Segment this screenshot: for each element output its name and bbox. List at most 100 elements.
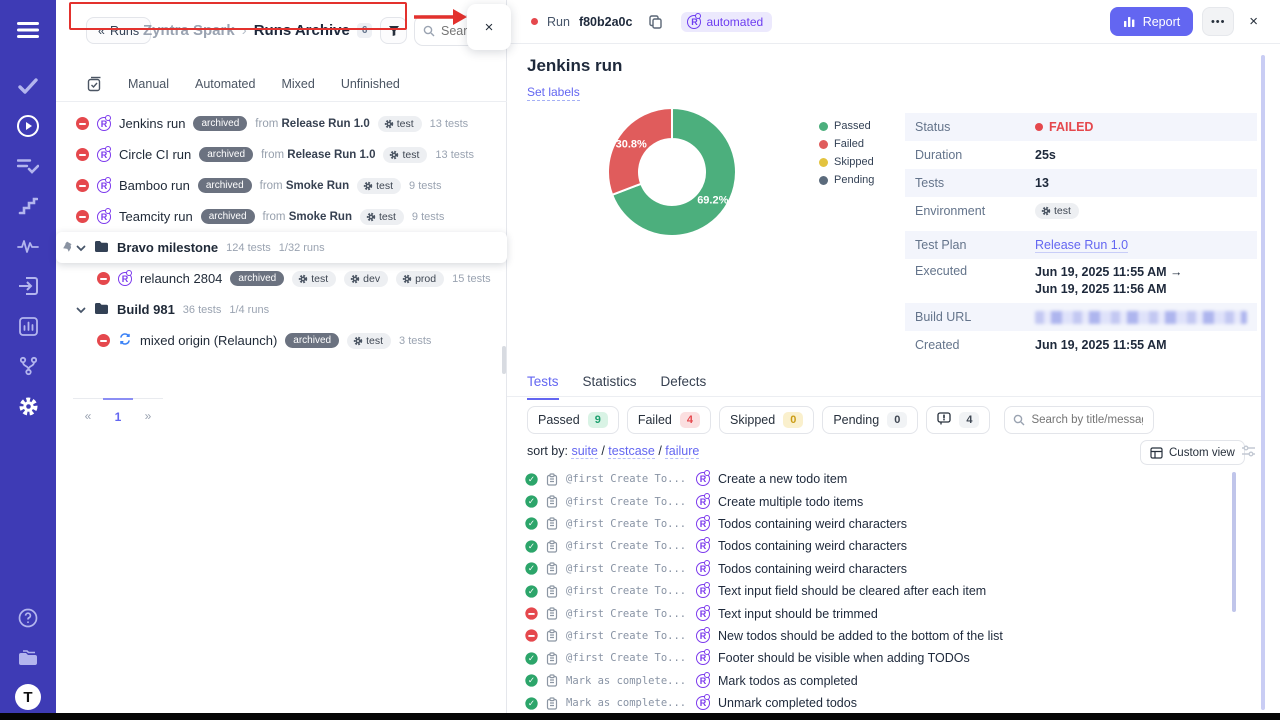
folders-icon[interactable] <box>14 644 42 672</box>
breadcrumb-project[interactable]: Zyntra Spark <box>143 22 235 39</box>
back-to-runs-button[interactable]: « Runs <box>86 17 151 44</box>
play-circle-icon[interactable] <box>14 112 42 140</box>
runs-tab-unfinished[interactable]: Unfinished <box>341 77 400 91</box>
automated-test-icon: R <box>696 584 710 598</box>
run-list-item[interactable]: RJenkins runarchivedfrom Release Run 1.0… <box>56 108 507 139</box>
filter-passed-button[interactable]: Passed9 <box>527 406 619 434</box>
test-list-item[interactable]: ✓Mark as complete...RUnmark completed to… <box>507 692 1247 714</box>
test-list-item[interactable]: ✓@first Create To...RText input field sh… <box>507 580 1247 602</box>
test-list-item[interactable]: ✓@first Create To...RCreate multiple tod… <box>507 490 1247 512</box>
filter-skipped-button[interactable]: Skipped0 <box>719 406 814 434</box>
view-settings-icon[interactable] <box>1241 444 1256 458</box>
sort-link-failure[interactable]: failure <box>665 444 699 459</box>
page-current[interactable]: 1 <box>103 398 133 424</box>
sort-link-suite[interactable]: suite <box>571 444 597 459</box>
user-avatar[interactable]: T <box>15 684 41 710</box>
test-list-item[interactable]: ✓@first Create To...RTodos containing we… <box>507 513 1247 535</box>
folder-list-item[interactable]: Bravo milestone124 tests1/32 runs <box>56 232 507 263</box>
run-list-item[interactable]: RTeamcity runarchivedfrom Smoke Runtest9… <box>56 201 507 232</box>
page-prev-button[interactable]: « <box>73 399 103 424</box>
results-donut-chart: 69.2%30.8% <box>592 92 752 252</box>
runs-list-scrollbar[interactable] <box>502 346 506 374</box>
chevron-down-icon[interactable] <box>76 302 86 317</box>
detail-panel-scrollbar[interactable] <box>1261 55 1265 710</box>
test-list-item[interactable]: ✓@first Create To...RFooter should be vi… <box>507 647 1247 669</box>
tabs-divider <box>56 101 507 102</box>
copy-run-id-button[interactable] <box>649 15 662 29</box>
page-next-button[interactable]: » <box>133 399 163 424</box>
filter-failed-button[interactable]: Failed4 <box>627 406 711 434</box>
close-search-button[interactable]: × <box>467 4 511 50</box>
custom-view-button[interactable]: Custom view <box>1140 440 1245 465</box>
set-labels-link[interactable]: Set labels <box>527 85 580 101</box>
filter-pending-button[interactable]: Pending0 <box>822 406 918 434</box>
close-detail-button[interactable]: × <box>1243 13 1264 30</box>
run-status-failed-icon <box>76 148 89 161</box>
test-title: Mark todos as completed <box>718 674 858 688</box>
run-status-failed-icon <box>76 117 89 130</box>
tests-search-input[interactable] <box>1031 414 1143 426</box>
chevron-down-icon[interactable] <box>76 240 86 255</box>
tests-search-box <box>1004 406 1154 434</box>
test-title: Todos containing weird characters <box>718 562 907 576</box>
test-list-item[interactable]: @first Create To...RText input should be… <box>507 602 1247 624</box>
test-list-item[interactable]: ✓@first Create To...RTodos containing we… <box>507 535 1247 557</box>
build-url-redacted[interactable] <box>1035 311 1247 324</box>
filter-comments-button[interactable]: 4 <box>926 406 990 434</box>
info-row-status: StatusFAILED <box>905 113 1257 141</box>
report-button[interactable]: Report <box>1110 7 1194 36</box>
test-passed-icon: ✓ <box>525 540 537 552</box>
select-all-icon[interactable] <box>86 76 102 92</box>
test-passed-icon: ✓ <box>525 563 537 575</box>
runs-tab-mixed[interactable]: Mixed <box>281 77 314 91</box>
tests-list: ✓@first Create To...RCreate a new todo i… <box>507 468 1247 714</box>
bar-chart-icon[interactable] <box>14 312 42 340</box>
run-list-item[interactable]: RBamboo runarchivedfrom Smoke Runtest9 t… <box>56 170 507 201</box>
test-list-item[interactable]: ✓Mark as complete...RMark todos as compl… <box>507 670 1247 692</box>
run-status-failed-icon <box>97 334 110 347</box>
import-icon[interactable] <box>14 272 42 300</box>
more-options-button[interactable]: ••• <box>1202 7 1234 36</box>
folder-tests-count: 124 tests <box>226 242 271 254</box>
automated-test-icon: R <box>696 651 710 665</box>
run-list-item[interactable]: mixed origin (Relaunch)archivedtest3 tes… <box>56 325 507 356</box>
info-row-build-url: Build URL <box>905 303 1257 331</box>
legend-color-dot <box>819 176 828 185</box>
run-list-item[interactable]: Rrelaunch 2804archivedtestdevprod15 test… <box>56 263 507 294</box>
run-list-item[interactable]: RCircle CI runarchivedfrom Release Run 1… <box>56 139 507 170</box>
donut-slice-label: 30.8% <box>616 138 647 150</box>
automated-test-icon: R <box>696 674 710 688</box>
test-list-item[interactable]: @first Create To...RNew todos should be … <box>507 625 1247 647</box>
runs-tab-automated[interactable]: Automated <box>195 77 255 91</box>
folder-list-item[interactable]: Build 98136 tests1/4 runs <box>56 294 507 325</box>
info-row-label: Build URL <box>915 310 1035 324</box>
pagination: « 1 » <box>73 398 163 424</box>
sort-link-testcase[interactable]: testcase <box>608 444 655 459</box>
branch-icon[interactable] <box>14 352 42 380</box>
legend-item: Skipped <box>819 156 874 168</box>
check-icon[interactable] <box>14 72 42 100</box>
list-check-icon[interactable] <box>14 152 42 180</box>
menu-icon[interactable] <box>14 16 42 44</box>
steps-icon[interactable] <box>14 192 42 220</box>
automated-badge[interactable]: R automated <box>681 12 772 32</box>
filter-count-badge: 4 <box>680 412 700 428</box>
info-row-test-plan: Test PlanRelease Run 1.0 <box>905 231 1257 259</box>
comment-alert-icon <box>937 412 951 428</box>
help-icon[interactable] <box>14 604 42 632</box>
run-tests-count: 9 tests <box>412 211 444 223</box>
test-list-item[interactable]: ✓@first Create To...RCreate a new todo i… <box>507 468 1247 490</box>
filter-button[interactable] <box>380 17 407 44</box>
testcase-icon <box>546 585 558 598</box>
testcase-icon <box>546 517 558 530</box>
runs-tab-manual[interactable]: Manual <box>128 77 169 91</box>
test-list-item[interactable]: ✓@first Create To...RTodos containing we… <box>507 558 1247 580</box>
pin-icon <box>62 241 73 256</box>
tests-list-scrollbar[interactable] <box>1232 472 1236 612</box>
environment-badge: prod <box>396 271 444 287</box>
chart-legend: PassedFailedSkippedPending <box>819 120 874 192</box>
test-passed-icon: ✓ <box>525 675 537 687</box>
pulse-icon[interactable] <box>14 232 42 260</box>
test-plan-link[interactable]: Release Run 1.0 <box>1035 238 1128 253</box>
gear-icon[interactable] <box>14 392 42 420</box>
